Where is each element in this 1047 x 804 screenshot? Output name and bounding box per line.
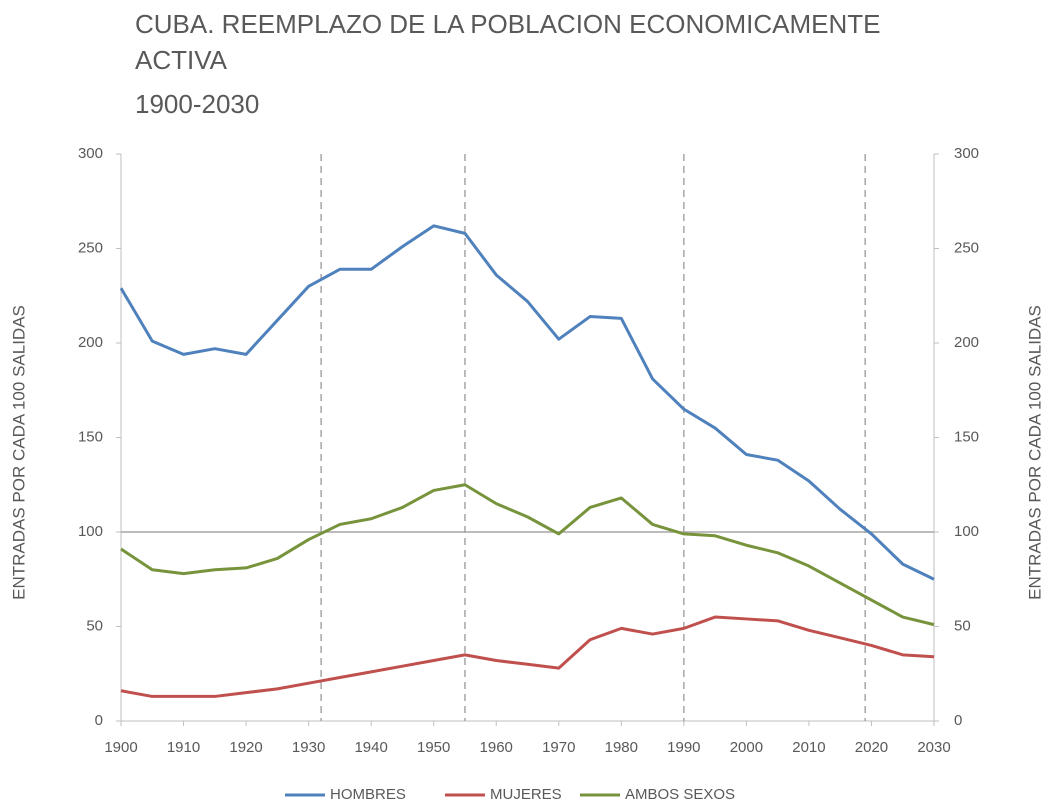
x-tick-label: 1960 — [480, 739, 513, 756]
chart-subtitle: 1900-2030 — [135, 89, 260, 119]
y2-tick-label: 200 — [954, 334, 979, 351]
y2-tick-label: 100 — [954, 523, 979, 540]
y2-tick-label: 250 — [954, 239, 979, 256]
x-tick-label: 2000 — [730, 739, 763, 756]
legend-label: MUJERES — [490, 786, 562, 803]
x-tick-label: 1980 — [605, 739, 638, 756]
x-tick-label: 1990 — [667, 739, 700, 756]
series-line — [120, 615, 935, 698]
x-tick-label: 1900 — [104, 739, 137, 756]
legend-label: AMBOS SEXOS — [625, 786, 735, 803]
x-tick-label: 2010 — [792, 739, 825, 756]
x-tick-label: 2020 — [855, 739, 888, 756]
y2-tick-label: 150 — [954, 428, 979, 445]
y-tick-label: 300 — [78, 145, 103, 162]
y2-tick-label: 300 — [954, 145, 979, 162]
x-tick-label: 1930 — [292, 739, 325, 756]
y-tick-label: 200 — [78, 334, 103, 351]
chart-title: CUBA. REEMPLAZO DE LA POBLACION ECONOMIC… — [135, 9, 881, 75]
y-tick-label: 0 — [95, 712, 103, 729]
x-tick-label: 1970 — [542, 739, 575, 756]
y2-axis-label: ENTRADAS POR CADA 100 SALIDAS — [1025, 305, 1044, 600]
y-axis-label: ENTRADAS POR CADA 100 SALIDAS — [9, 305, 28, 600]
x-tick-label: 1920 — [229, 739, 262, 756]
y-tick-label: 50 — [86, 617, 103, 634]
series-line — [119, 224, 935, 581]
legend-label: HOMBRES — [330, 786, 406, 803]
y-tick-label: 100 — [78, 523, 103, 540]
y2-tick-label: 50 — [954, 617, 971, 634]
y2-tick-label: 0 — [954, 712, 962, 729]
x-tick-label: 1910 — [167, 739, 200, 756]
series-line — [120, 483, 935, 627]
x-tick-label: 1940 — [354, 739, 387, 756]
x-tick-label: 1950 — [417, 739, 450, 756]
y-tick-label: 150 — [78, 428, 103, 445]
y-tick-label: 250 — [78, 239, 103, 256]
x-tick-label: 2030 — [917, 739, 950, 756]
